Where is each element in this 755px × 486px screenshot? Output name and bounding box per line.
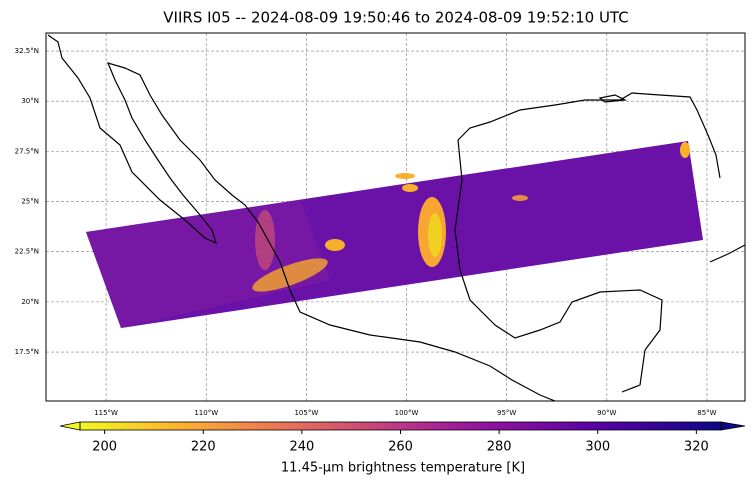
- colorbar-tick-label: 200: [92, 440, 117, 455]
- swath: [86, 141, 703, 328]
- colorbar-extend-low: [59, 421, 81, 431]
- lon-tick-label: 105°W: [294, 409, 318, 417]
- lat-tick-label: 20°N: [21, 298, 39, 306]
- coastline: [454, 139, 663, 393]
- lon-tick-label: 95°W: [497, 409, 516, 417]
- colorbar-body: [80, 422, 721, 430]
- cloud: [428, 213, 442, 257]
- cloud: [325, 239, 345, 251]
- cloud: [252, 258, 328, 292]
- lat-tick-label: 22.5°N: [15, 248, 39, 256]
- title: VIIRS I05 -- 2024-08-09 19:50:46 to 2024…: [163, 9, 628, 27]
- colorbar-tick-label: 280: [487, 440, 512, 455]
- cloud: [512, 195, 528, 201]
- cloud: [402, 184, 418, 192]
- cloud: [255, 210, 275, 270]
- lon-tick-label: 90°W: [597, 409, 616, 417]
- coastline: [457, 92, 721, 179]
- cloud: [680, 142, 690, 158]
- colorbar-tick-label: 260: [388, 440, 413, 455]
- colorbar-tick-label: 320: [684, 440, 709, 455]
- coastline: [47, 34, 556, 401]
- lon-tick-label: 115°W: [94, 409, 118, 417]
- map-frame: [45, 32, 746, 402]
- cloud: [395, 173, 415, 179]
- colorbar-tick-label: 220: [191, 440, 216, 455]
- lon-tick-label: 100°W: [395, 409, 419, 417]
- lat-tick-label: 30°N: [21, 97, 39, 105]
- colorbar-tick-label: 300: [585, 440, 610, 455]
- colorbar-label: 11.45-μm brightness temperature [K]: [281, 461, 525, 476]
- lat-tick-label: 17.5°N: [15, 348, 39, 356]
- lat-tick-label: 32.5°N: [15, 47, 39, 55]
- colorbar: 200 220 240 260 280 300 320: [59, 421, 746, 455]
- coastline: [709, 244, 745, 263]
- lon-tick-label: 85°W: [697, 409, 716, 417]
- lat-tick-label: 25°N: [21, 198, 39, 206]
- lon-tick-label: 110°W: [194, 409, 218, 417]
- colorbar-tick-label: 240: [289, 440, 314, 455]
- lat-tick-label: 27.5°N: [15, 147, 39, 155]
- coastline: [598, 94, 628, 103]
- colorbar-extend-high: [720, 421, 746, 431]
- coastlines: [47, 34, 745, 401]
